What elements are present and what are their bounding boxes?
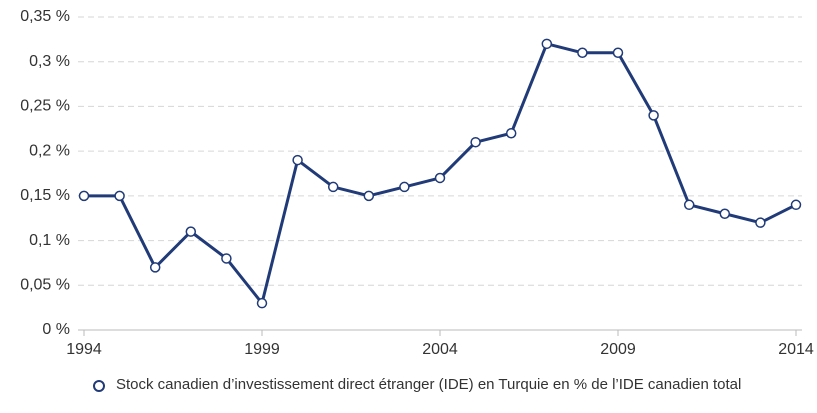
data-point [612, 47, 624, 59]
y-tick-label: 0 % [42, 321, 70, 338]
data-point [541, 38, 553, 50]
data-point [78, 190, 90, 202]
data-point [434, 172, 446, 184]
data-point [292, 154, 303, 166]
data-point [683, 199, 695, 211]
x-tick-label: 1994 [66, 341, 102, 358]
data-point [327, 181, 339, 193]
data-point [719, 208, 731, 219]
data-point [399, 181, 410, 193]
data-point [149, 262, 161, 273]
y-tick-label: 0,3 % [29, 53, 70, 70]
y-tick-label: 0,2 % [29, 142, 70, 159]
legend-label: Stock canadien d’investissement direct é… [116, 376, 742, 393]
legend: Stock canadien d’investissement direct é… [90, 376, 766, 394]
x-tick-label: 2014 [778, 341, 814, 358]
y-tick-label: 0,05 % [20, 277, 70, 294]
data-point [755, 217, 766, 228]
data-point [363, 190, 375, 202]
x-tick-label: 2009 [600, 341, 636, 358]
data-point [577, 47, 588, 59]
data-point [790, 199, 802, 211]
data-point [185, 226, 197, 237]
chart: 0 % 0,05 % 0,1 % 0,15 % 0,2 % 0,25 % 0,3 % 0,35… [20, 8, 814, 358]
data-point [648, 110, 659, 121]
legend-marker-box [93, 380, 105, 392]
legend-marker [93, 380, 105, 392]
y-tick-label: 0,1 % [29, 232, 70, 249]
data-point [470, 136, 481, 148]
y-tick-label: 0,15 % [20, 187, 70, 204]
x-tick-label: 2004 [422, 341, 458, 358]
data-point [221, 253, 232, 264]
y-tick-label: 0,35 % [20, 8, 70, 25]
x-tick-label: 1999 [244, 341, 280, 358]
data-point [505, 128, 517, 139]
data-point [114, 190, 125, 202]
data-point [256, 297, 268, 309]
y-tick-label: 0,25 % [20, 98, 70, 115]
